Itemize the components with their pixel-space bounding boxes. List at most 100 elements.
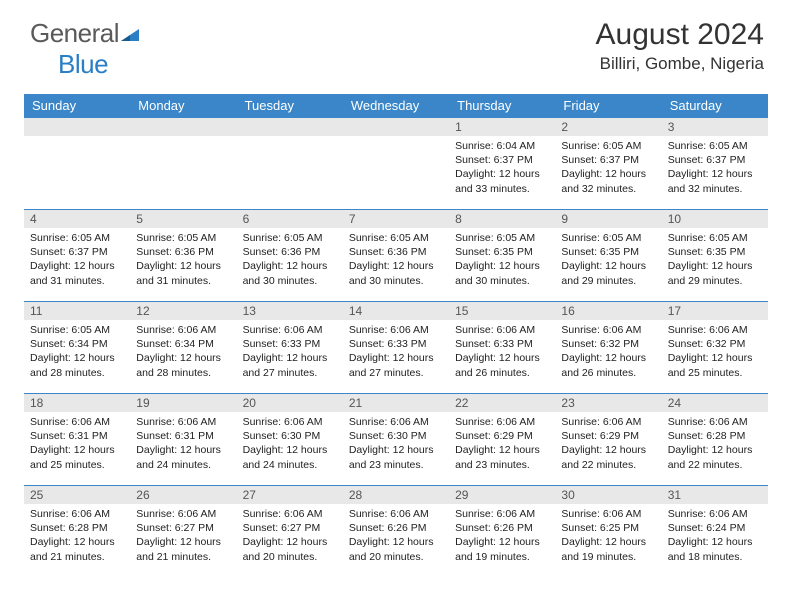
day-number: 23 xyxy=(555,394,661,412)
day-line: Daylight: 12 hours xyxy=(243,443,337,457)
day-line: Sunrise: 6:05 AM xyxy=(136,231,230,245)
day-line: Daylight: 12 hours xyxy=(243,535,337,549)
day-line: Sunset: 6:26 PM xyxy=(455,521,549,535)
day-line: Daylight: 12 hours xyxy=(30,259,124,273)
day-cell: 4Sunrise: 6:05 AMSunset: 6:37 PMDaylight… xyxy=(24,210,130,302)
day-detail: Sunrise: 6:06 AMSunset: 6:27 PMDaylight:… xyxy=(130,504,236,567)
day-line: Sunrise: 6:05 AM xyxy=(30,231,124,245)
day-line: Sunset: 6:27 PM xyxy=(136,521,230,535)
day-number xyxy=(237,118,343,136)
day-line: and 29 minutes. xyxy=(561,274,655,288)
day-line: Daylight: 12 hours xyxy=(561,351,655,365)
day-number: 11 xyxy=(24,302,130,320)
day-number xyxy=(343,118,449,136)
day-number xyxy=(130,118,236,136)
day-number: 15 xyxy=(449,302,555,320)
day-cell: 2Sunrise: 6:05 AMSunset: 6:37 PMDaylight… xyxy=(555,118,661,210)
table-row: 25Sunrise: 6:06 AMSunset: 6:28 PMDayligh… xyxy=(24,486,768,578)
day-cell: 19Sunrise: 6:06 AMSunset: 6:31 PMDayligh… xyxy=(130,394,236,486)
day-line: Sunrise: 6:06 AM xyxy=(30,507,124,521)
day-line: Daylight: 12 hours xyxy=(30,535,124,549)
day-line: Sunrise: 6:06 AM xyxy=(455,323,549,337)
day-number: 10 xyxy=(662,210,768,228)
day-number: 1 xyxy=(449,118,555,136)
day-line: Sunrise: 6:06 AM xyxy=(668,415,762,429)
day-line: and 29 minutes. xyxy=(668,274,762,288)
day-line: Sunset: 6:33 PM xyxy=(243,337,337,351)
day-line: and 30 minutes. xyxy=(243,274,337,288)
weekday-header: Tuesday xyxy=(237,94,343,118)
day-cell: 23Sunrise: 6:06 AMSunset: 6:29 PMDayligh… xyxy=(555,394,661,486)
day-line: and 19 minutes. xyxy=(561,550,655,564)
weekday-header: Thursday xyxy=(449,94,555,118)
day-detail xyxy=(343,136,449,142)
day-line: and 22 minutes. xyxy=(561,458,655,472)
calendar-head: SundayMondayTuesdayWednesdayThursdayFrid… xyxy=(24,94,768,118)
day-line: Daylight: 12 hours xyxy=(349,535,443,549)
day-line: and 33 minutes. xyxy=(455,182,549,196)
day-detail: Sunrise: 6:06 AMSunset: 6:25 PMDaylight:… xyxy=(555,504,661,567)
day-detail: Sunrise: 6:06 AMSunset: 6:34 PMDaylight:… xyxy=(130,320,236,383)
day-line: Sunrise: 6:06 AM xyxy=(349,323,443,337)
day-line: Sunset: 6:31 PM xyxy=(136,429,230,443)
calendar-body: 1Sunrise: 6:04 AMSunset: 6:37 PMDaylight… xyxy=(24,118,768,578)
day-line: Sunset: 6:37 PM xyxy=(30,245,124,259)
day-number: 24 xyxy=(662,394,768,412)
day-line: Sunset: 6:33 PM xyxy=(349,337,443,351)
day-line: Daylight: 12 hours xyxy=(561,443,655,457)
day-cell: 22Sunrise: 6:06 AMSunset: 6:29 PMDayligh… xyxy=(449,394,555,486)
day-number: 19 xyxy=(130,394,236,412)
day-detail: Sunrise: 6:06 AMSunset: 6:26 PMDaylight:… xyxy=(343,504,449,567)
day-line: Sunset: 6:37 PM xyxy=(561,153,655,167)
day-number: 20 xyxy=(237,394,343,412)
day-cell xyxy=(24,118,130,210)
day-cell: 12Sunrise: 6:06 AMSunset: 6:34 PMDayligh… xyxy=(130,302,236,394)
day-line: Sunset: 6:36 PM xyxy=(243,245,337,259)
day-detail: Sunrise: 6:06 AMSunset: 6:33 PMDaylight:… xyxy=(237,320,343,383)
day-detail: Sunrise: 6:05 AMSunset: 6:35 PMDaylight:… xyxy=(662,228,768,291)
day-line: and 19 minutes. xyxy=(455,550,549,564)
day-line: Sunrise: 6:05 AM xyxy=(561,139,655,153)
day-line: Sunrise: 6:05 AM xyxy=(243,231,337,245)
day-detail: Sunrise: 6:06 AMSunset: 6:32 PMDaylight:… xyxy=(662,320,768,383)
day-cell: 29Sunrise: 6:06 AMSunset: 6:26 PMDayligh… xyxy=(449,486,555,578)
day-cell: 30Sunrise: 6:06 AMSunset: 6:25 PMDayligh… xyxy=(555,486,661,578)
day-line: and 31 minutes. xyxy=(136,274,230,288)
day-line: Daylight: 12 hours xyxy=(136,443,230,457)
day-detail: Sunrise: 6:05 AMSunset: 6:36 PMDaylight:… xyxy=(343,228,449,291)
day-line: Sunrise: 6:04 AM xyxy=(455,139,549,153)
day-line: Daylight: 12 hours xyxy=(561,259,655,273)
day-line: Daylight: 12 hours xyxy=(136,351,230,365)
weekday-header: Monday xyxy=(130,94,236,118)
day-detail xyxy=(130,136,236,142)
day-line: Sunset: 6:36 PM xyxy=(349,245,443,259)
day-line: Sunset: 6:26 PM xyxy=(349,521,443,535)
day-line: Sunset: 6:28 PM xyxy=(30,521,124,535)
location: Billiri, Gombe, Nigeria xyxy=(596,54,764,74)
day-number: 6 xyxy=(237,210,343,228)
day-cell xyxy=(130,118,236,210)
day-cell: 20Sunrise: 6:06 AMSunset: 6:30 PMDayligh… xyxy=(237,394,343,486)
day-line: Sunrise: 6:06 AM xyxy=(136,323,230,337)
day-line: Daylight: 12 hours xyxy=(243,351,337,365)
day-number: 9 xyxy=(555,210,661,228)
day-line: Sunset: 6:34 PM xyxy=(136,337,230,351)
day-cell: 6Sunrise: 6:05 AMSunset: 6:36 PMDaylight… xyxy=(237,210,343,302)
day-line: Daylight: 12 hours xyxy=(455,443,549,457)
day-detail: Sunrise: 6:06 AMSunset: 6:33 PMDaylight:… xyxy=(449,320,555,383)
day-line: Sunset: 6:31 PM xyxy=(30,429,124,443)
day-line: and 25 minutes. xyxy=(668,366,762,380)
day-line: Daylight: 12 hours xyxy=(136,259,230,273)
day-detail: Sunrise: 6:06 AMSunset: 6:28 PMDaylight:… xyxy=(662,412,768,475)
day-number: 31 xyxy=(662,486,768,504)
day-line: Sunrise: 6:06 AM xyxy=(349,415,443,429)
day-line: Sunset: 6:37 PM xyxy=(668,153,762,167)
day-line: Sunset: 6:30 PM xyxy=(349,429,443,443)
logo: General Blue xyxy=(28,18,141,80)
day-line: and 24 minutes. xyxy=(243,458,337,472)
day-number: 16 xyxy=(555,302,661,320)
day-cell: 13Sunrise: 6:06 AMSunset: 6:33 PMDayligh… xyxy=(237,302,343,394)
day-line: and 23 minutes. xyxy=(455,458,549,472)
day-line: and 27 minutes. xyxy=(243,366,337,380)
day-line: Sunset: 6:35 PM xyxy=(668,245,762,259)
